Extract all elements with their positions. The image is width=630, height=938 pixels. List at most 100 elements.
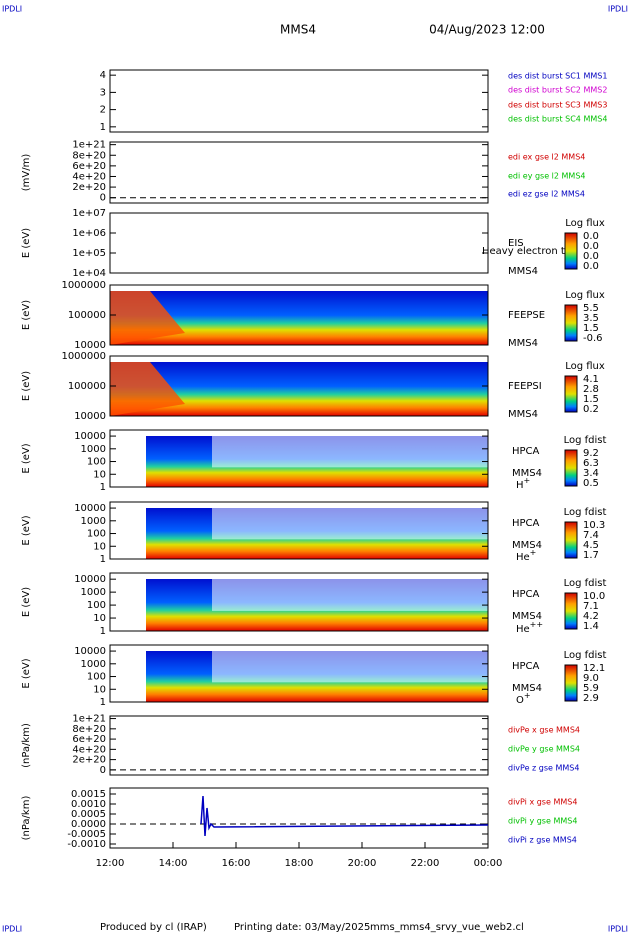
colorbar-tick-label: 1.5 (583, 394, 599, 405)
signal-trace (200, 795, 489, 837)
y-tick-label: 10000 (74, 503, 106, 514)
y-tick-label: 4e+20 (72, 171, 106, 182)
panel-frame (109, 572, 489, 632)
x-tick-label: 12:00 (96, 858, 125, 869)
colorbar (564, 521, 578, 559)
colorbar-tick-label: 12.1 (583, 663, 605, 674)
y-tick-label: 1 (100, 626, 106, 637)
colorbar-tick-label: 4.5 (583, 540, 599, 551)
colorbar-tick-label: -0.6 (583, 333, 603, 344)
colorbar-title: Log fdist (564, 435, 607, 446)
y-tick-label: 100 (87, 600, 106, 611)
y-tick-label: 2 (100, 105, 106, 116)
species-base: O (516, 695, 524, 706)
y-tick-label: 1 (100, 122, 106, 133)
y-tick-label: 100 (87, 457, 106, 468)
panel-label: HPCA (512, 589, 540, 600)
y-tick-label: 10000 (74, 574, 106, 585)
panel-frame (109, 501, 489, 560)
y-axis-label: E (eV) (21, 300, 32, 330)
y-tick-label: 0.0010 (71, 799, 106, 810)
y-tick-label: 4 (100, 70, 106, 81)
colorbar-tick-label: 0.2 (583, 404, 599, 415)
legend-entry: des dist burst SC3 MMS3 (508, 101, 607, 110)
colorbar-tick-label: 7.1 (583, 601, 599, 612)
spectrogram-fill (110, 291, 488, 345)
colorbar-title: Log fdist (564, 507, 607, 518)
y-tick-label: 10000 (74, 411, 106, 422)
y-tick-label: 1000 (81, 659, 106, 670)
species: O+ (516, 691, 531, 707)
y-tick-label: 100000 (68, 381, 106, 392)
y-tick-label: 1000 (81, 516, 106, 527)
species-charge: ++ (530, 620, 543, 629)
species-charge: + (524, 476, 531, 485)
colorbar-tick-label: 7.4 (583, 530, 599, 541)
y-tick-label: -0.0005 (67, 829, 106, 840)
panel-label: MMS4 (508, 266, 538, 277)
colorbar-tick-label: 0.0 (583, 261, 599, 272)
legend-entry: divPe y gse MMS4 (508, 745, 580, 754)
y-axis-label: E (eV) (21, 515, 32, 545)
y-tick-label: 8e+20 (72, 150, 106, 161)
y-tick-label: 1 (100, 554, 106, 565)
colorbar-tick-label: 1.5 (583, 323, 599, 334)
date: 04/Aug/2023 12:00 (429, 23, 545, 37)
legend-entry: edi ey gse l2 MMS4 (508, 172, 586, 181)
x-tick-label: 18:00 (285, 858, 314, 869)
colorbar-title: Log flux (565, 361, 605, 372)
panel-label: HPCA (512, 661, 540, 672)
panel-frame (109, 787, 489, 849)
legend-entry: divPe x gse MMS4 (508, 726, 580, 735)
colorbar-title: Log fdist (564, 650, 607, 661)
species-charge: + (530, 548, 537, 557)
colorbar-tick-label: 3.4 (583, 468, 599, 479)
corner-mark: IPDLI (2, 925, 22, 934)
colorbar (564, 375, 578, 413)
spectrogram-sparse (212, 579, 488, 611)
legend-entry: divPe z gse MMS4 (508, 764, 579, 773)
y-axis-label: E (eV) (21, 371, 32, 401)
y-tick-label: 0.0005 (71, 809, 106, 820)
colorbar-title: Log flux (565, 218, 605, 229)
legend-entry: edi ex gse l2 MMS4 (508, 153, 585, 162)
spectrogram-sparse (212, 651, 488, 683)
x-tick-label: 22:00 (411, 858, 440, 869)
panel-label: EIS (508, 238, 524, 249)
colorbar-tick-label: 1.4 (583, 621, 599, 632)
y-tick-label: 1000000 (61, 280, 106, 291)
species-base: He (516, 552, 530, 563)
x-tick-label: 20:00 (348, 858, 377, 869)
colorbar (564, 592, 578, 630)
y-tick-label: -0.0010 (67, 839, 106, 850)
y-tick-label: 10 (93, 469, 106, 480)
y-tick-label: 8e+20 (72, 724, 106, 735)
y-tick-label: 1000 (81, 444, 106, 455)
colorbar-tick-label: 10.3 (583, 520, 605, 531)
colorbar-tick-label: 9.2 (583, 448, 599, 459)
y-tick-label: 1000 (81, 587, 106, 598)
species-base: He (516, 624, 530, 635)
colorbar-tick-label: 2.9 (583, 693, 599, 704)
y-tick-label: 1 (100, 697, 106, 708)
y-tick-label: 6e+20 (72, 161, 106, 172)
colorbar (564, 664, 578, 702)
spectrogram-fill (110, 362, 488, 416)
y-tick-label: 10000 (74, 646, 106, 657)
panel-frame (109, 715, 489, 776)
y-tick-label: 1 (100, 482, 106, 493)
y-tick-label: 0.0015 (71, 789, 106, 800)
spectrogram-hot (110, 291, 185, 345)
y-tick-label: 100 (87, 672, 106, 683)
y-axis-label: (nPa/km) (21, 723, 32, 768)
y-tick-label: 2e+20 (72, 182, 106, 193)
print-date: Printing date: 03/May/2025 (234, 922, 370, 933)
colorbar-tick-label: 10.0 (583, 591, 605, 602)
legend-entry: divPi y gse MMS4 (508, 817, 577, 826)
y-tick-label: 10 (93, 684, 106, 695)
colorbar-tick-label: 4.2 (583, 611, 599, 622)
x-tick-label: 00:00 (474, 858, 503, 869)
colorbar-tick-label: 1.7 (583, 550, 599, 561)
panel-frame (109, 644, 489, 703)
